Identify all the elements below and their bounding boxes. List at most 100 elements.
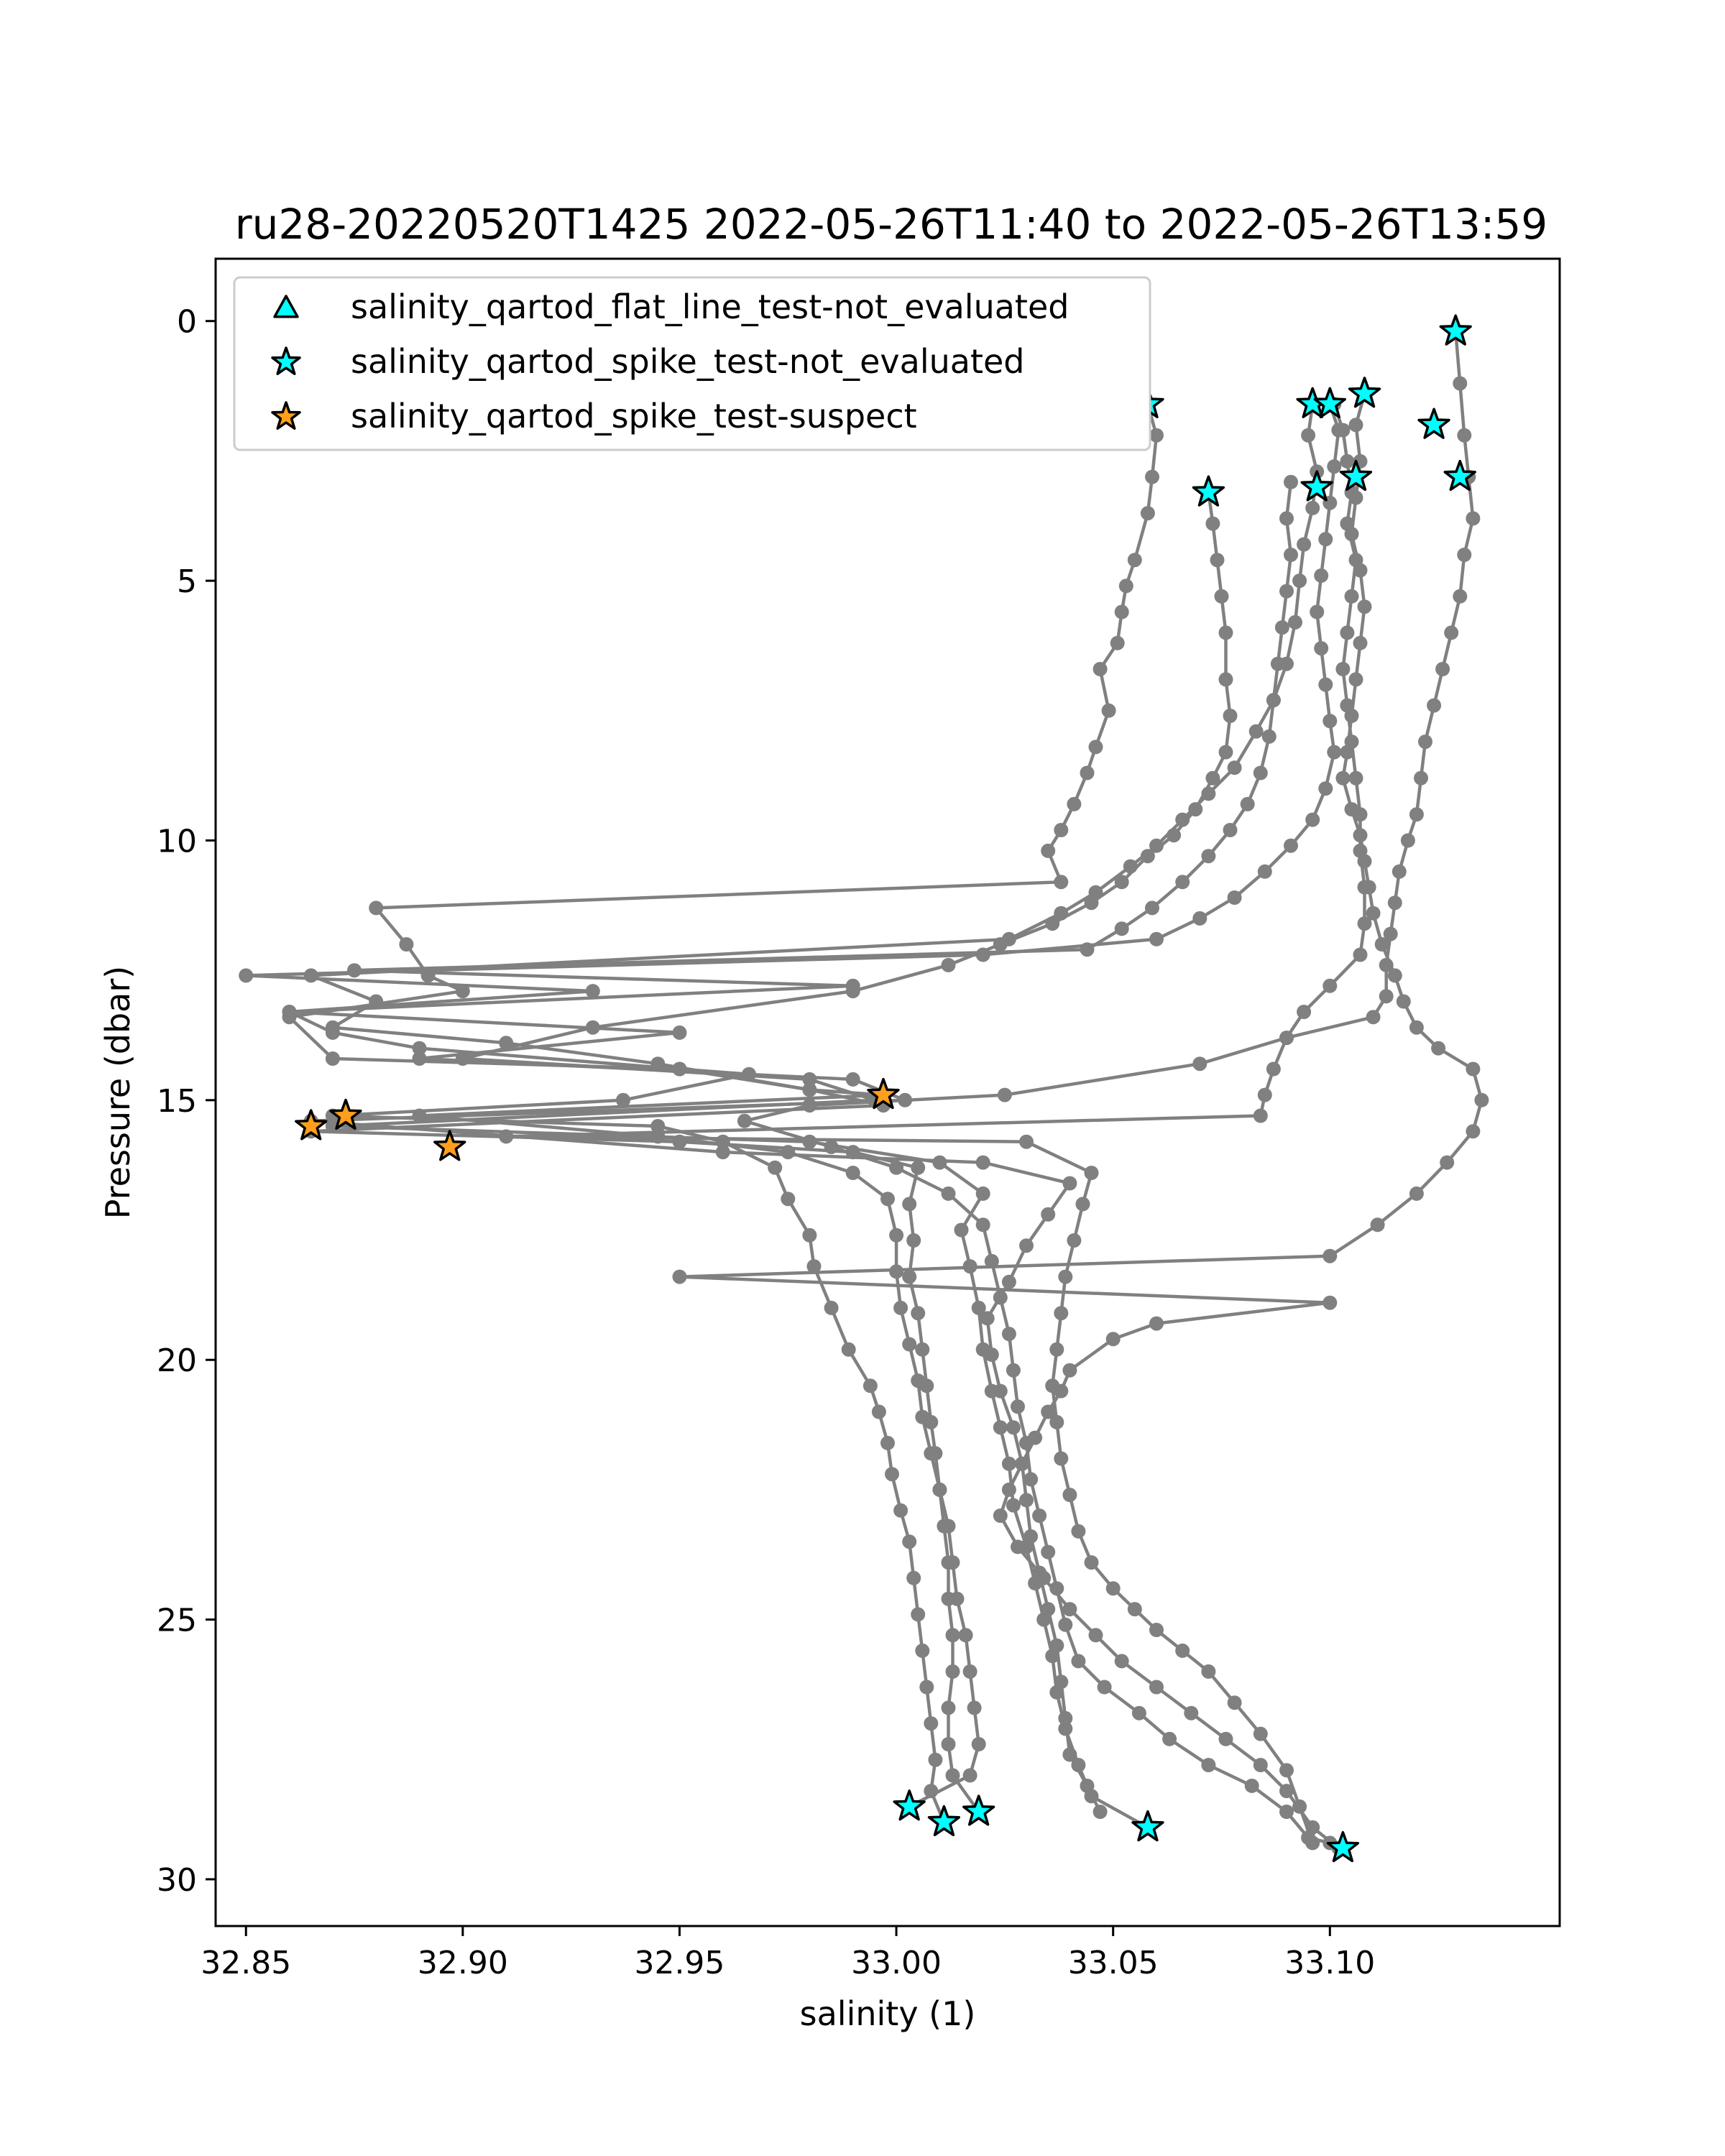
profile-point [1084,1166,1099,1180]
profile-point [1041,843,1056,858]
profile-point [1435,662,1450,676]
chart-title: ru28-20220520T1425 2022-05-26T11:40 to 2… [235,200,1547,249]
profile-point [1218,625,1233,640]
profile-point [1335,423,1351,438]
profile-point [941,1555,956,1570]
legend-triangle-icon [273,295,299,318]
profile-point [499,1036,514,1051]
profile-point [1041,1404,1056,1419]
profile-point [1041,1544,1056,1560]
profile-point [902,1534,917,1549]
profile-point [915,1409,930,1424]
profile-point [932,1482,947,1497]
profile-point [325,1051,340,1066]
profile-point [1011,1539,1025,1554]
profile-point [993,1383,1008,1399]
profile-point [967,1700,982,1715]
profile-point [924,1716,939,1731]
profile-point [1444,625,1459,640]
profile-point [1409,1186,1424,1201]
profile-point [1348,770,1363,786]
profile-point [1284,474,1298,489]
profile-point [325,1025,340,1040]
legend-box [233,276,1151,451]
profile-point [911,1306,926,1321]
profile-point [993,1290,1008,1305]
profile-point [1240,796,1255,811]
profile-point [1192,1056,1208,1072]
profile-point [1006,1363,1021,1378]
profile-point [1279,1763,1294,1778]
profile-point [841,1342,856,1357]
profile-point [928,1752,943,1767]
profile-point [715,1145,730,1160]
profile-point [919,1680,934,1695]
profile-point [1092,662,1108,676]
profile-point [975,947,990,962]
profile-point [1457,548,1472,562]
profile-point [1270,656,1285,671]
profile-point [1279,584,1294,599]
profile-point [1140,506,1155,521]
profile-point [1418,734,1432,750]
spike-not-evaluated-marker [1339,459,1373,492]
profile-point [1149,1623,1164,1637]
profile-point [1366,906,1381,921]
profile-point [1318,677,1333,692]
spike-not-evaluated-marker [962,1795,995,1826]
profile-point [1253,1726,1268,1741]
profile-point [1340,453,1355,469]
profile-point [1223,823,1238,837]
profile-point [1006,1498,1021,1513]
profile-point [971,1300,986,1315]
profile-point [282,1005,297,1019]
profile-point [1322,714,1338,729]
profile-point [802,1098,817,1113]
profile-point [1001,931,1016,946]
profile-point [239,968,254,983]
profile-point [781,1145,796,1160]
profile-point [902,1337,917,1352]
x-tick-label: 32.95 [634,1945,724,1981]
profile-point [1058,1617,1073,1632]
profile-point [1192,911,1208,926]
profile-point [672,1025,687,1040]
profile-point [616,1092,630,1107]
y-tick-label: 10 [157,823,197,860]
profile-point [1054,1383,1069,1399]
profile-point [1409,807,1424,822]
profile-point [902,1269,917,1284]
profile-point [1383,926,1398,941]
profile-point [737,1113,752,1128]
spike-suspect-marker [329,1098,362,1130]
y-tick-label: 5 [177,563,197,600]
profile-point [1353,563,1368,578]
profile-point [1340,745,1355,760]
profile-point [954,1222,969,1238]
profile-point [1387,895,1402,911]
profile-point [1049,1638,1064,1653]
profile-point [1205,516,1220,531]
profile-point [1244,1778,1259,1793]
profile-point [893,1300,908,1315]
profile-point [1041,1602,1056,1617]
profile-point [455,984,470,999]
profile-point [945,1664,960,1679]
profile-point [975,1186,990,1201]
profile-point [945,1628,960,1643]
profile-point [1088,740,1103,755]
profile-point [1114,921,1129,936]
y-tick-label: 20 [157,1342,197,1379]
profile-point [1357,854,1372,869]
profile-point [1466,1124,1481,1139]
profile-point [1127,553,1142,568]
profile-point [1123,859,1138,874]
profile-point [1387,968,1402,983]
profile-point [1188,802,1203,817]
profile-point [1227,1695,1242,1710]
profile-point [1101,703,1116,718]
profile-point [1201,1664,1216,1679]
y-axis-ticks: 0 5 10 15 20 25 30 [157,304,216,1899]
profile-point [672,1269,687,1284]
profile-point [1335,662,1351,676]
